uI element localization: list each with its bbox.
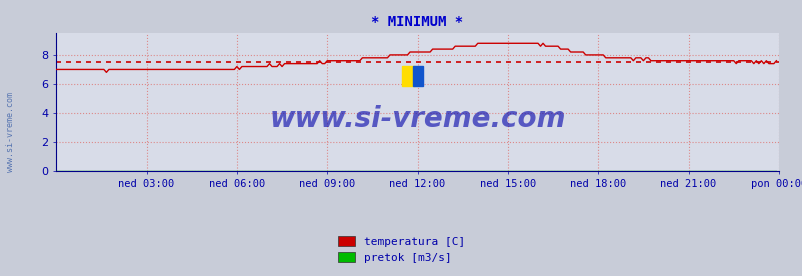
Text: www.si-vreme.com: www.si-vreme.com bbox=[6, 92, 15, 172]
Legend: temperatura [C], pretok [m3/s]: temperatura [C], pretok [m3/s] bbox=[334, 232, 468, 268]
Text: www.si-vreme.com: www.si-vreme.com bbox=[269, 105, 565, 133]
Bar bbox=[412, 66, 423, 86]
Title: * MINIMUM *: * MINIMUM * bbox=[371, 15, 463, 29]
Bar bbox=[401, 66, 414, 86]
